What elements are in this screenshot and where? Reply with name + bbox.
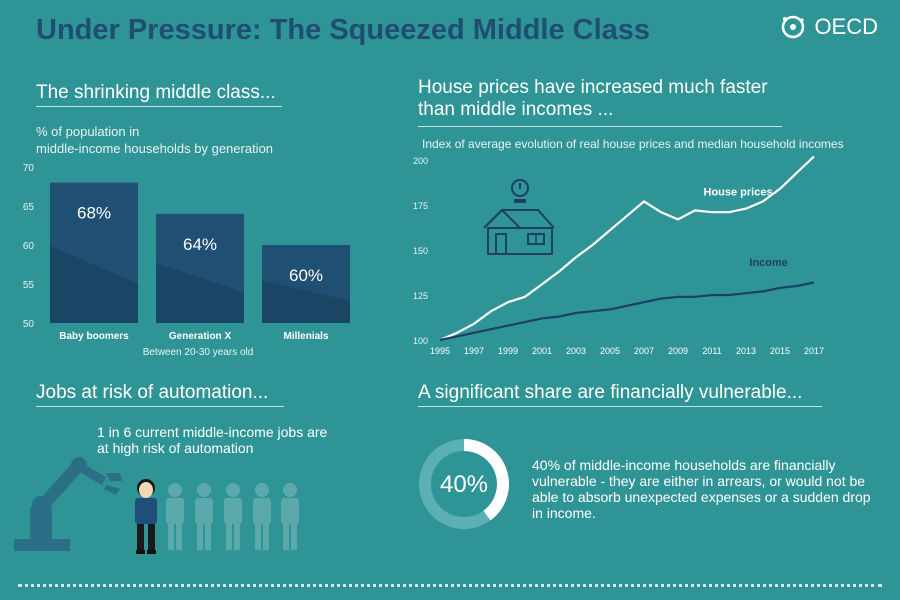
house-prices-line [439,155,815,342]
y-tick-label: 65 [23,202,35,213]
y-tick-label: 100 [413,336,428,346]
y-tick-label: 70 [23,163,35,174]
automation-underline [36,406,284,407]
vulnerable-underline [418,406,822,407]
house-prices-heading-2: than middle incomes ... [418,99,614,120]
bar-chart-note: Between 20-30 years old [143,347,254,358]
page-title: Under Pressure: The Squeezed Middle Clas… [36,14,651,46]
automation-heading: Jobs at risk of automation... [36,382,269,403]
vulnerable-heading: A significant share are financially vuln… [418,382,803,403]
x-tick-label: 1997 [464,346,484,356]
bar-data-label: 60% [289,266,323,285]
y-tick-label: 200 [413,156,428,166]
x-tick-label: 2003 [566,346,586,356]
bar-data-label: 68% [77,204,111,223]
y-tick-label: 55 [23,280,35,291]
x-category-label: Generation X [169,331,232,342]
worker-figures-faded [166,483,299,550]
x-category-label: Millenials [283,331,328,342]
people-group-icon [135,479,299,554]
bar-shade [156,262,244,323]
x-tick-label: 2013 [736,346,756,356]
x-tick-label: 2009 [668,346,688,356]
x-tick-label: 2011 [702,346,721,356]
y-tick-label: 175 [413,201,428,211]
middle-class-subtitle-2: middle-income households by generation [36,141,274,156]
x-tick-label: 2005 [600,346,620,356]
house-prices-heading-1: House prices have increased much faster [418,77,768,98]
donut-arc [463,439,509,521]
bottom-dotted-divider [18,584,882,587]
generation-bar-chart: 50 55 60 65 70 68% Baby boomers 64% Generation X… [23,163,350,358]
y-tick-label: 125 [413,291,428,301]
vulnerable-donut-chart: 40% [419,439,509,529]
bar [262,245,350,323]
bar-data-label: 64% [183,235,217,254]
bar [156,213,244,323]
x-tick-label: 2015 [770,346,790,356]
robot-arm-icon [14,457,122,551]
house-prices-legend-label: House prices [704,187,773,199]
worker-figure-highlighted [135,479,157,554]
bar-shade [262,280,350,323]
x-category-label: Baby boomers [59,331,129,342]
bar-shade [50,245,138,323]
x-tick-label: 2017 [804,346,824,356]
oecd-logo: OECD [780,14,878,40]
house-icon [483,179,555,255]
x-tick-label: 1995 [430,346,450,356]
y-tick-label: 60 [23,241,35,252]
x-tick-label: 1999 [498,346,518,356]
donut-percent-label: 40% [440,471,488,498]
income-line [439,281,815,342]
bar [50,182,138,323]
middle-class-underline [36,106,282,107]
y-tick-label: 50 [23,319,35,330]
middle-class-heading: The shrinking middle class... [36,82,276,103]
x-tick-label: 2007 [634,346,654,356]
middle-class-subtitle-1: % of population in [36,124,140,139]
globe-icon [782,15,805,39]
income-legend-label: Income [749,257,788,269]
logo-text: OECD [814,14,878,39]
automation-text-2: at high risk of automation [97,440,254,456]
house-prices-subtitle: Index of average evolution of real house… [422,137,844,151]
automation-text-1: 1 in 6 current middle-income jobs are [97,424,328,440]
vulnerable-text: 40% of middle-income households are fina… [532,457,871,521]
x-tick-label: 2001 [532,346,552,356]
house-prices-underline [418,126,782,127]
y-tick-label: 150 [413,246,428,256]
house-prices-line-chart: 100 125 150 175 200 1995 1997 1999 2001 2003 2005 2… [413,155,824,356]
